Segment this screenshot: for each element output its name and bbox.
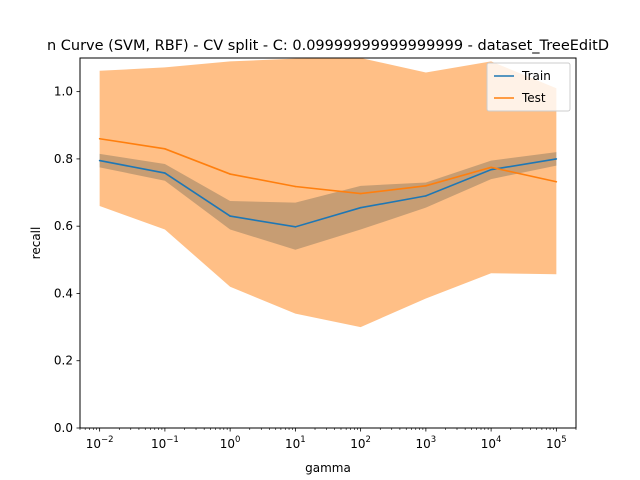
x-tick-label-base: 10 bbox=[350, 437, 365, 451]
x-tick-label-exponent: −2 bbox=[101, 435, 114, 445]
point-train-0 bbox=[98, 159, 101, 162]
x-tick-label-base: 10 bbox=[86, 437, 101, 451]
x-tick-label: 105 bbox=[546, 435, 567, 451]
point-test-2 bbox=[229, 173, 231, 175]
line-train bbox=[99, 158, 557, 228]
point-train-4 bbox=[359, 206, 362, 209]
legend-label-test: Test bbox=[521, 91, 546, 105]
x-tick-label-base: 10 bbox=[220, 437, 235, 451]
x-tick-label: 10−2 bbox=[86, 435, 114, 451]
x-tick-label-base: 10 bbox=[481, 437, 496, 451]
y-tick-label: 0.4 bbox=[54, 286, 73, 300]
x-tick-label-base: 10 bbox=[416, 437, 431, 451]
series-lines bbox=[98, 137, 558, 228]
y-axis: 0.0 0.2 0.4 0.6 0.8 1.0 bbox=[54, 85, 80, 435]
point-test-7 bbox=[555, 180, 558, 183]
x-tick-label: 101 bbox=[285, 435, 306, 451]
point-train-1 bbox=[164, 172, 166, 174]
x-tick-label-exponent: 5 bbox=[561, 435, 566, 445]
line-test bbox=[99, 137, 557, 195]
point-test-5 bbox=[425, 185, 427, 187]
point-test-0 bbox=[98, 137, 101, 140]
y-tick-label: 1.0 bbox=[54, 85, 73, 99]
x-tick-label-base: 10 bbox=[151, 437, 166, 451]
y-tick-label: 0.8 bbox=[54, 152, 73, 166]
x-tick-label-exponent: 4 bbox=[496, 435, 501, 445]
point-train-5 bbox=[425, 195, 427, 197]
band-test bbox=[99, 58, 557, 328]
legend-label-train: Train bbox=[521, 69, 551, 83]
x-axis: 10−2 10−1 100 101 102 103 104 105 bbox=[79, 428, 577, 451]
x-tick-label-base: 10 bbox=[546, 437, 561, 451]
legend: Train Test bbox=[486, 62, 571, 112]
x-tick-label-exponent: −1 bbox=[166, 435, 179, 445]
x-tick-label-exponent: 2 bbox=[366, 435, 371, 445]
plot-frame bbox=[79, 57, 577, 429]
x-axis-label: gamma bbox=[305, 461, 351, 475]
x-tick-label: 103 bbox=[416, 435, 437, 451]
chart-title: n Curve (SVM, RBF) - CV split - C: 0.099… bbox=[47, 38, 609, 54]
x-tick-label: 102 bbox=[350, 435, 371, 451]
x-tick-label-exponent: 3 bbox=[431, 435, 436, 445]
point-train-3 bbox=[294, 226, 297, 228]
confidence-bands bbox=[99, 58, 557, 328]
y-tick-label: 0.0 bbox=[54, 421, 73, 435]
point-test-4 bbox=[359, 192, 362, 195]
point-test-3 bbox=[294, 185, 297, 188]
y-tick-label: 0.2 bbox=[54, 354, 73, 368]
point-train-6 bbox=[490, 168, 492, 171]
point-test-6 bbox=[490, 166, 492, 169]
x-tick-label: 100 bbox=[220, 435, 241, 451]
x-tick-label-exponent: 1 bbox=[300, 435, 305, 445]
legend-box bbox=[486, 62, 571, 112]
point-test-1 bbox=[164, 148, 166, 150]
point-train-7 bbox=[555, 158, 558, 160]
y-axis-label: recall bbox=[29, 227, 43, 260]
x-tick-label: 104 bbox=[481, 435, 502, 451]
x-tick-label: 10−1 bbox=[151, 435, 179, 451]
point-train-2 bbox=[229, 215, 231, 217]
x-tick-label-exponent: 0 bbox=[235, 435, 240, 445]
x-tick-label-base: 10 bbox=[285, 437, 300, 451]
y-tick-label: 0.6 bbox=[54, 219, 73, 233]
